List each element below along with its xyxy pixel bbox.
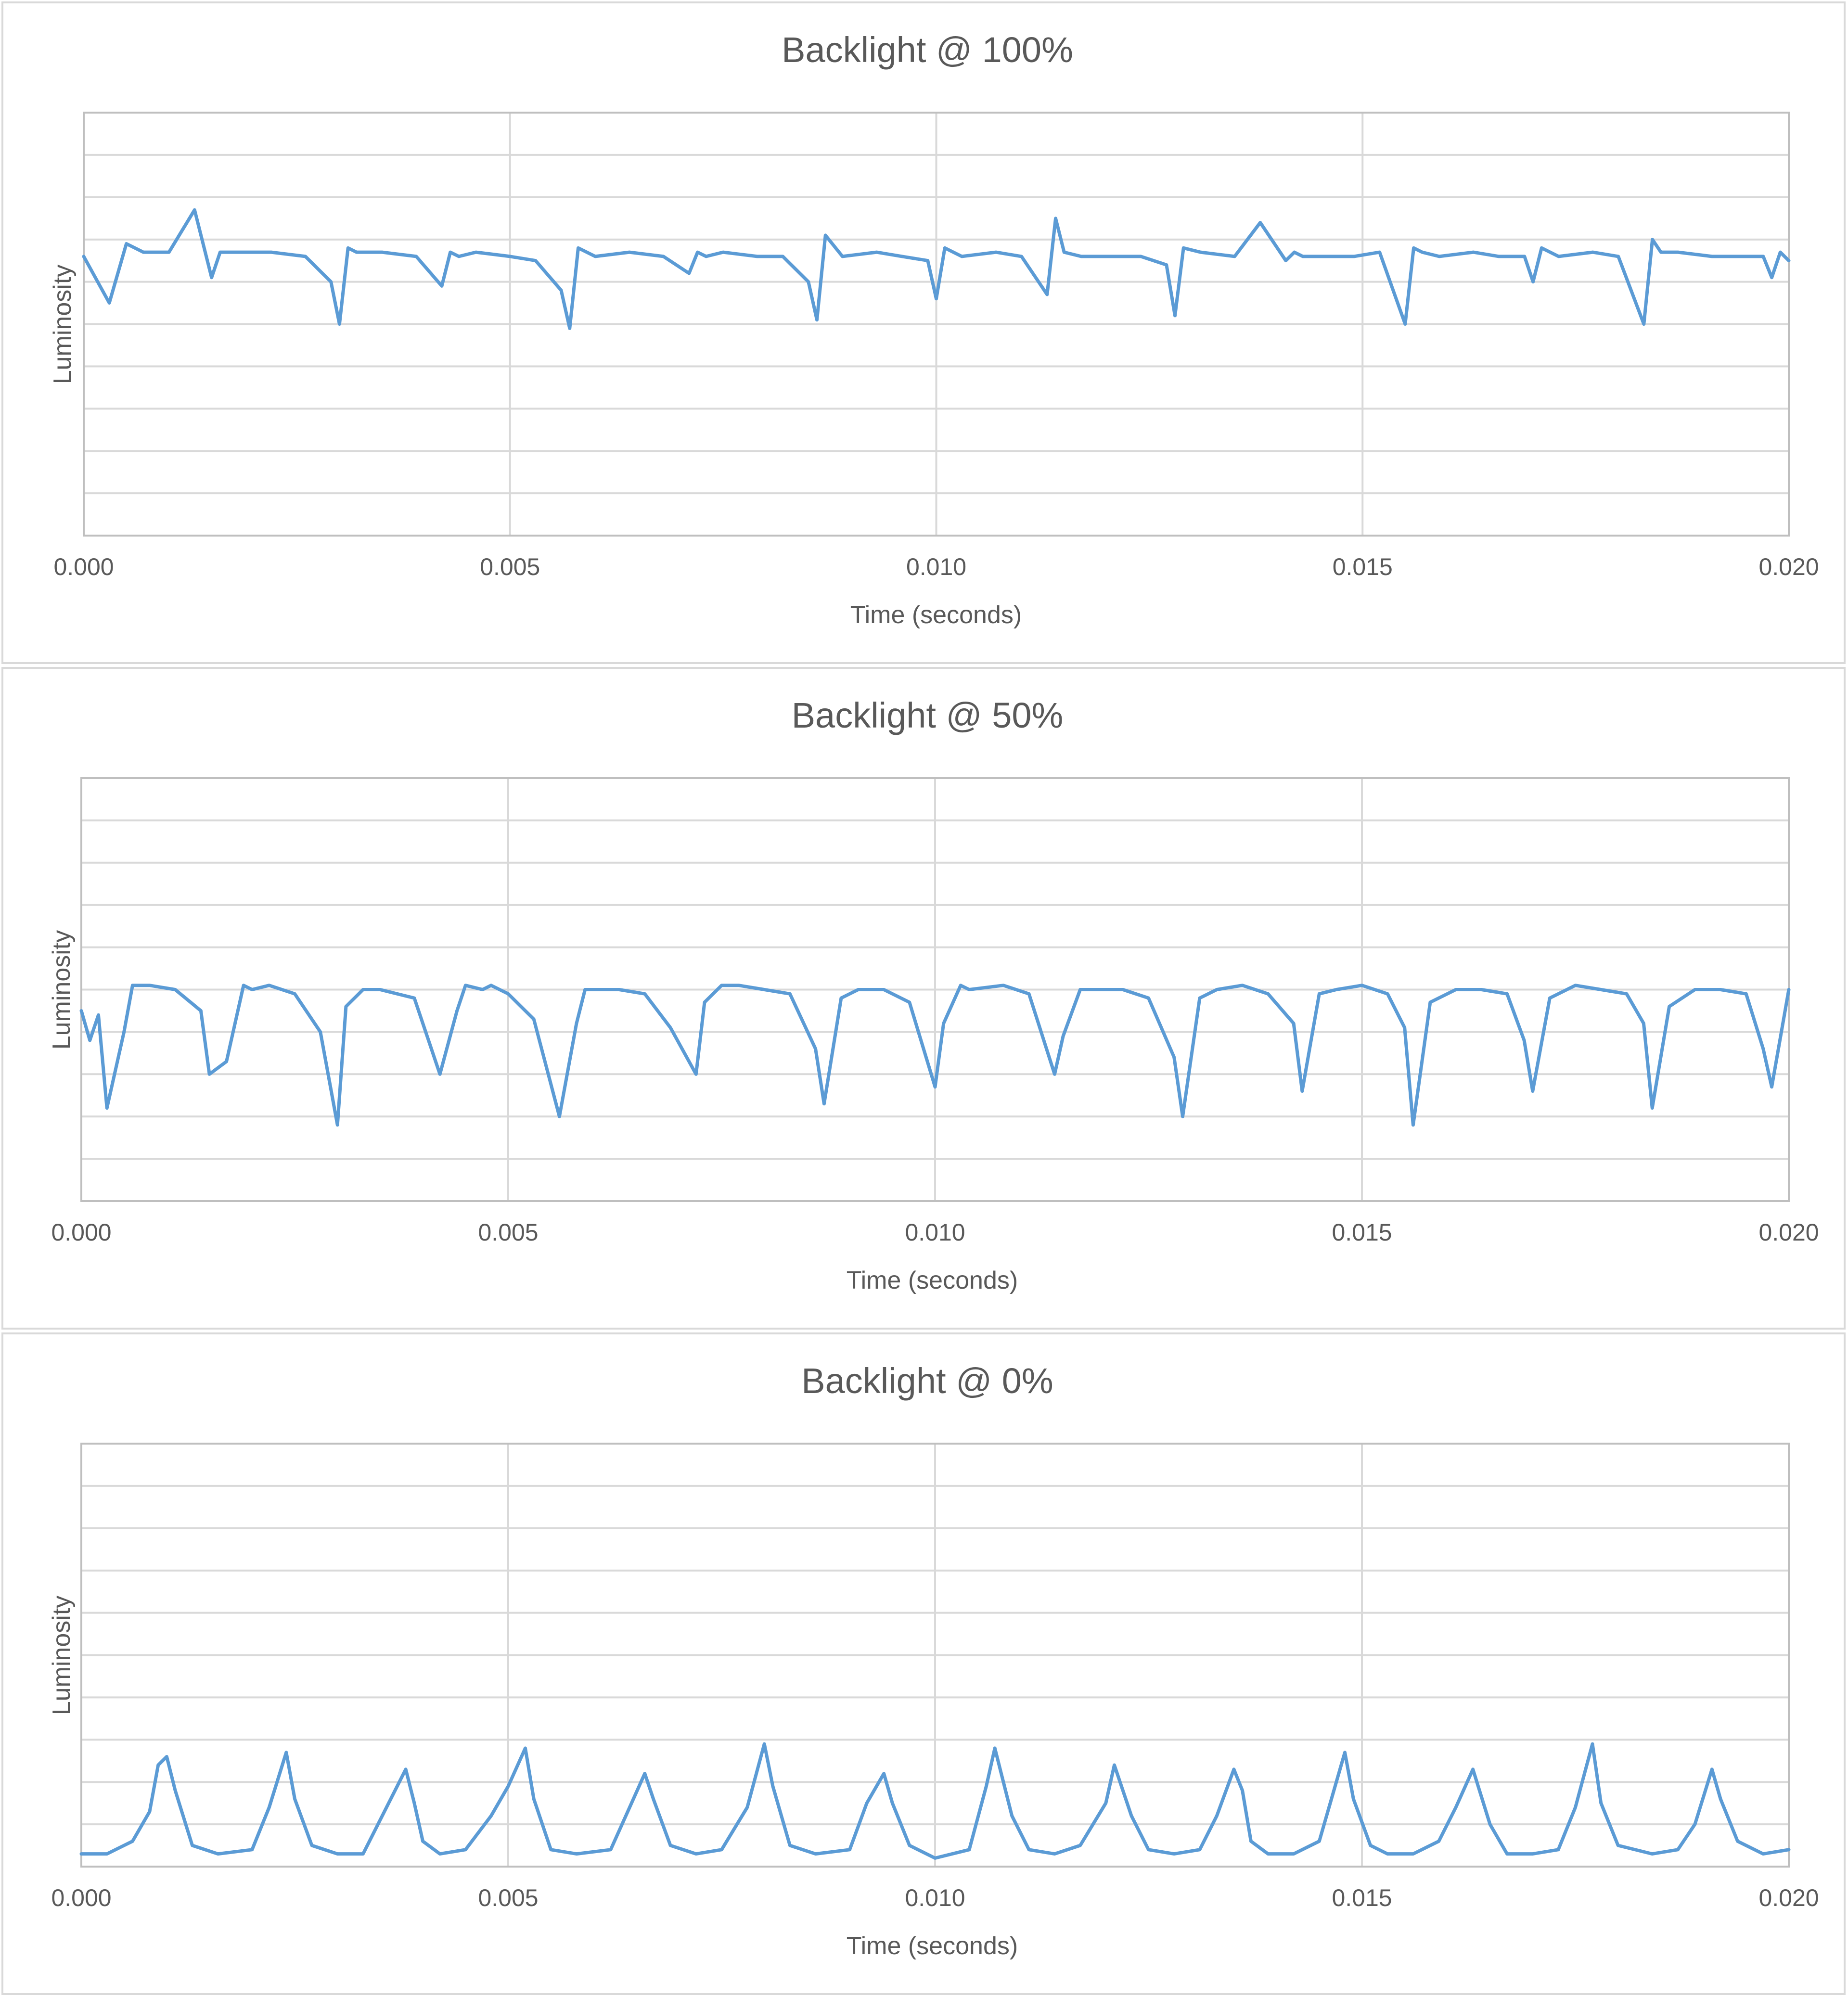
x-tick-label: 0.005 (478, 1884, 538, 1911)
chart-backlight-0: Backlight @ 0% 0.000 0.005 0.010 0.015 0.020… (48, 1361, 1819, 1960)
chart-backlight-50: Backlight @ 50% 0.000 0.005 0.010 0.015 0.02… (48, 695, 1819, 1294)
x-tick-label: 0.000 (51, 1884, 111, 1911)
luminosity-series-line (79, 1742, 1791, 1860)
x-tick-label: 0.005 (478, 1219, 538, 1246)
x-tick-label: 0.020 (1758, 1219, 1819, 1246)
x-tick-label: 0.010 (905, 1884, 965, 1911)
chart-title: Backlight @ 50% (792, 695, 1064, 735)
x-tick-label: 0.000 (51, 1219, 111, 1246)
chart-backlight-100: Backlight @ 100% 0.000 0.005 0.010 0.015 0.0… (49, 30, 1819, 629)
x-tick-label: 0.015 (1332, 1219, 1392, 1246)
y-axis-label: Luminosity (48, 1596, 76, 1715)
y-axis-label: Luminosity (49, 265, 77, 384)
x-axis-label: Time (seconds) (847, 1267, 1018, 1294)
x-tick-label: 0.010 (906, 553, 966, 580)
luminosity-series-line (79, 984, 1791, 1127)
plot-area (80, 1443, 1790, 1868)
luminosity-series-line (82, 208, 1791, 330)
x-tick-label: 0.020 (1758, 1884, 1819, 1911)
plot-area (83, 112, 1790, 537)
x-axis-label: Time (seconds) (847, 1932, 1018, 1960)
x-tick-label: 0.015 (1332, 1884, 1392, 1911)
chart-panel-backlight-0: Backlight @ 0% 0.000 0.005 0.010 0.015 0.020… (1, 1332, 1846, 1995)
x-tick-label: 0.015 (1333, 553, 1393, 580)
chart-panel-backlight-100: Backlight @ 100% 0.000 0.005 0.010 0.015 0.0… (1, 1, 1846, 664)
chart-title: Backlight @ 0% (801, 1361, 1053, 1401)
x-tick-label: 0.000 (53, 553, 114, 580)
x-axis-label: Time (seconds) (850, 601, 1022, 629)
y-axis-label: Luminosity (48, 930, 76, 1050)
x-tick-label: 0.005 (480, 553, 540, 580)
chart-title: Backlight @ 100% (782, 30, 1073, 70)
x-tick-label: 0.020 (1758, 553, 1819, 580)
chart-panel-backlight-50: Backlight @ 50% 0.000 0.005 0.010 0.015 0.02… (1, 667, 1846, 1330)
x-tick-label: 0.010 (905, 1219, 965, 1246)
